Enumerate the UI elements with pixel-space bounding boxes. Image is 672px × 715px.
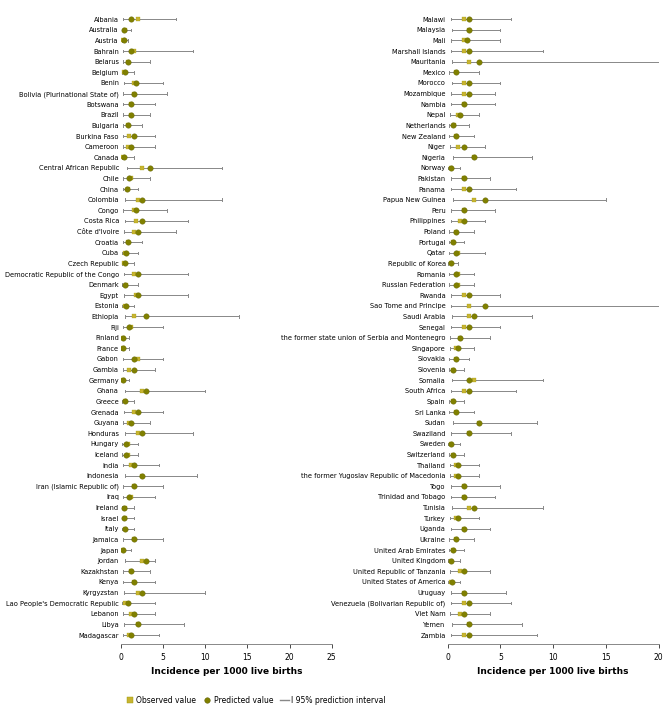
X-axis label: Incidence per 1000 live births: Incidence per 1000 live births	[151, 667, 302, 676]
Legend: Observed value, Predicted value, I 95% prediction interval: Observed value, Predicted value, I 95% p…	[122, 693, 389, 708]
X-axis label: Incidence per 1000 live births: Incidence per 1000 live births	[477, 667, 629, 676]
